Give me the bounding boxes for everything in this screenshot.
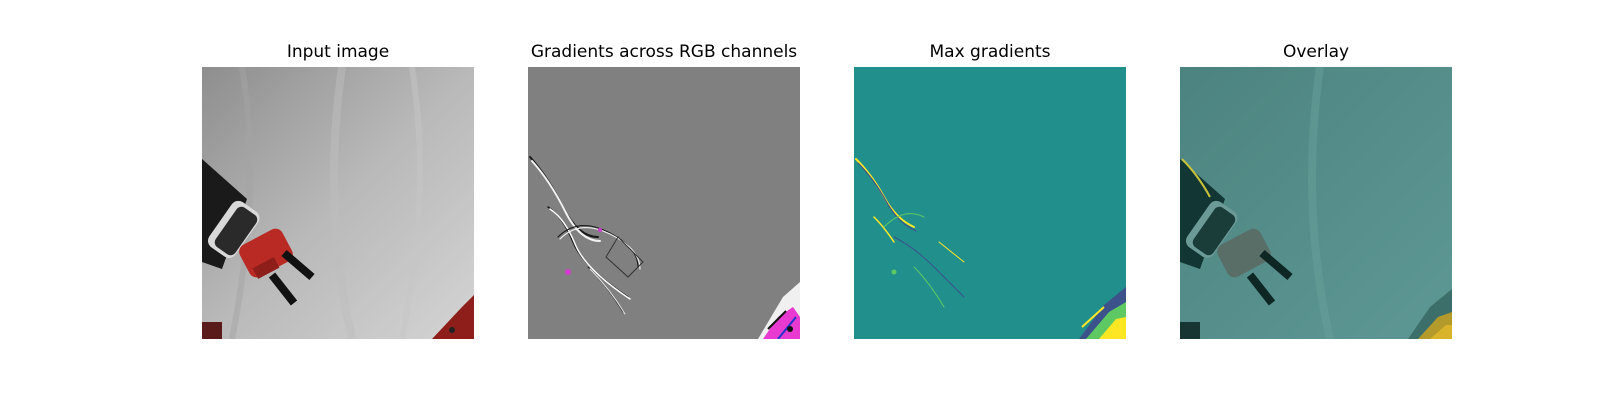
max-gradients-panel — [854, 67, 1126, 339]
gradient-map — [528, 67, 800, 339]
overlay-map — [1180, 67, 1452, 339]
panel-title-overlay: Overlay — [1282, 42, 1350, 62]
robot-arm-photo — [202, 67, 474, 339]
saliency-map — [854, 67, 1126, 339]
input-image-panel — [202, 67, 474, 339]
panel-title-gradients-rgb: Gradients across RGB channels — [530, 42, 798, 62]
panel-title-max-gradients: Max gradients — [929, 42, 1051, 62]
gradients-rgb-panel — [528, 67, 800, 339]
overlay-panel — [1180, 67, 1452, 339]
panel-title-input-image: Input image — [286, 42, 390, 62]
